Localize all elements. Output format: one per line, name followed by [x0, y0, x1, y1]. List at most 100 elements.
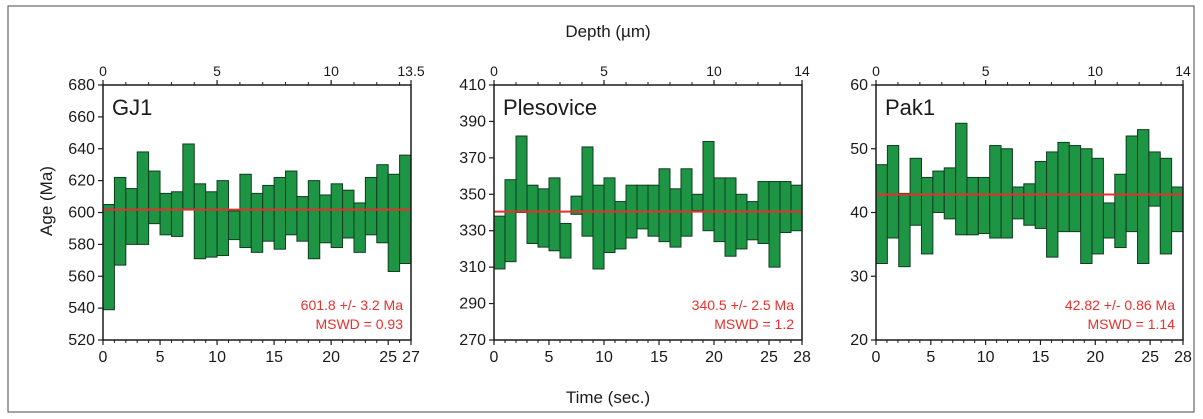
error-bar-plesovice-10 — [592, 184, 605, 270]
time-tick-label-pak1-20: 20 — [1086, 349, 1104, 366]
error-bar-plesovice-18 — [680, 168, 693, 237]
depth-tick-label-plesovice-10: 10 — [706, 63, 722, 79]
error-bar-pak1-8 — [955, 122, 968, 236]
error-bar-plesovice-22 — [724, 177, 737, 257]
error-bar-gj1-25 — [376, 164, 389, 244]
time-tick-label-gj1-0: 0 — [99, 349, 108, 366]
error-bar-pak1-14 — [1023, 183, 1036, 226]
y-tick-label-gj1-560: 560 — [68, 268, 95, 285]
time-tick-label-plesovice-5: 5 — [545, 349, 554, 366]
sample-name-plesovice: Plesovice — [503, 95, 597, 120]
bars-pak1 — [875, 122, 1184, 268]
depth-tick-label-plesovice-0: 0 — [490, 63, 498, 79]
error-bar-plesovice-21 — [713, 177, 726, 243]
error-bar-pak1-13 — [1011, 186, 1025, 220]
error-bar-plesovice-5 — [537, 188, 550, 248]
error-bar-pak1-3 — [898, 192, 911, 268]
error-bar-plesovice-16 — [658, 168, 671, 243]
error-bar-gj1-1 — [102, 204, 115, 311]
time-tick-label-pak1-5: 5 — [926, 349, 935, 366]
depth-tick-label-pak1-5: 5 — [982, 63, 990, 79]
error-bar-gj1-21 — [330, 183, 344, 249]
error-bar-plesovice-14 — [636, 184, 649, 230]
y-ticks-plesovice: 270 290 310 330 350 370 390 410 — [459, 77, 494, 349]
error-bar-plesovice-7 — [559, 222, 572, 259]
error-bar-plesovice-23 — [735, 193, 748, 250]
y-ticks-gj1: 520 540 560 580 600 620 640 660 680 — [68, 77, 103, 349]
panel-gj1: 520 540 560 580 600 620 640 660 680 0 5 10 15 20 25 27… — [68, 63, 425, 366]
time-ticks-pak1: 0 5 10 15 20 25 28 — [872, 340, 1192, 366]
depth-tick-label-gj1-13.5: 13.5 — [397, 63, 424, 79]
y-tick-label-plesovice-270: 270 — [459, 332, 486, 349]
y-tick-label-gj1-600: 600 — [68, 205, 95, 222]
time-tick-label-plesovice-20: 20 — [705, 349, 723, 366]
y-tick-label-plesovice-330: 330 — [459, 223, 486, 240]
error-bar-gj1-6 — [159, 192, 172, 236]
mswd-plesovice: MSWD = 1.2 — [714, 316, 794, 332]
error-bar-gj1-12 — [227, 210, 241, 241]
error-bar-gj1-11 — [216, 180, 229, 257]
error-bar-gj1-9 — [193, 183, 207, 260]
y-tick-label-pak1-20: 20 — [850, 332, 868, 349]
time-tick-label-plesovice-28: 28 — [793, 349, 811, 366]
error-bar-gj1-17 — [285, 170, 298, 236]
error-bar-gj1-26 — [387, 173, 401, 272]
error-bar-pak1-22 — [1114, 173, 1127, 249]
time-ticks-plesovice: 0 5 10 15 20 25 28 — [490, 340, 811, 366]
error-bar-pak1-24 — [1137, 129, 1150, 265]
time-tick-label-pak1-15: 15 — [1032, 349, 1050, 366]
y-tick-label-gj1-520: 520 — [68, 332, 95, 349]
time-tick-label-gj1-15: 15 — [265, 349, 283, 366]
error-bar-gj1-13 — [239, 173, 252, 249]
error-bar-pak1-23 — [1125, 135, 1139, 233]
error-bar-pak1-21 — [1102, 202, 1116, 239]
depth-tick-label-gj1-10: 10 — [323, 63, 339, 79]
error-bar-plesovice-6 — [548, 177, 561, 252]
depth-ticks-gj1: 0 5 10 13.5 — [99, 63, 425, 85]
time-tick-label-gj1-25: 25 — [379, 349, 397, 366]
y-ticks-pak1: 20 30 40 50 60 — [850, 77, 876, 349]
age-axis-label: Age (Ma) — [37, 166, 56, 236]
y-tick-label-gj1-540: 540 — [68, 300, 95, 317]
error-bar-gj1-10 — [205, 191, 218, 258]
depth-tick-label-gj1-5: 5 — [213, 63, 221, 79]
depth-ticks-plesovice: 0 5 10 14 — [490, 63, 810, 85]
sample-name-pak1: Pak1 — [885, 95, 935, 120]
time-tick-label-plesovice-0: 0 — [490, 349, 499, 366]
error-bar-pak1-20 — [1091, 157, 1104, 255]
error-bar-pak1-19 — [1080, 148, 1093, 264]
error-bar-pak1-7 — [943, 167, 957, 220]
depth-tick-label-gj1-0: 0 — [99, 63, 107, 79]
y-tick-label-plesovice-390: 390 — [459, 113, 486, 130]
depth-tick-label-pak1-10: 10 — [1087, 63, 1103, 79]
time-ticks-gj1: 0 5 10 15 20 25 27 — [99, 340, 420, 366]
y-tick-label-plesovice-410: 410 — [459, 77, 486, 94]
error-bar-pak1-6 — [932, 170, 945, 213]
error-bar-plesovice-19 — [691, 193, 704, 212]
error-bar-gj1-3 — [125, 188, 138, 245]
y-tick-label-plesovice-290: 290 — [459, 296, 486, 313]
error-bar-pak1-26 — [1159, 157, 1173, 255]
time-tick-label-gj1-5: 5 — [156, 349, 165, 366]
y-tick-label-pak1-50: 50 — [850, 141, 868, 158]
error-bar-pak1-17 — [1057, 141, 1070, 233]
depth-tick-label-pak1-14: 14 — [1175, 63, 1191, 79]
error-bar-pak1-11 — [989, 145, 1002, 239]
error-bar-gj1-4 — [136, 151, 150, 245]
y-tick-label-pak1-60: 60 — [850, 77, 868, 94]
error-bar-pak1-9 — [966, 176, 979, 236]
y-tick-label-plesovice-350: 350 — [459, 186, 486, 203]
bars-gj1 — [102, 143, 412, 311]
time-tick-label-gj1-27: 27 — [402, 349, 420, 366]
error-bar-pak1-5 — [920, 176, 934, 255]
age-result-plesovice: 340.5 +/- 2.5 Ma — [692, 297, 795, 313]
error-bar-plesovice-12 — [614, 201, 627, 250]
error-bar-plesovice-2 — [504, 179, 517, 263]
error-bar-gj1-20 — [319, 194, 332, 244]
error-bar-pak1-18 — [1068, 145, 1082, 233]
time-tick-label-pak1-0: 0 — [872, 349, 881, 366]
error-bar-gj1-18 — [296, 196, 309, 242]
error-bar-pak1-1 — [875, 164, 888, 264]
error-bar-plesovice-24 — [746, 201, 759, 241]
